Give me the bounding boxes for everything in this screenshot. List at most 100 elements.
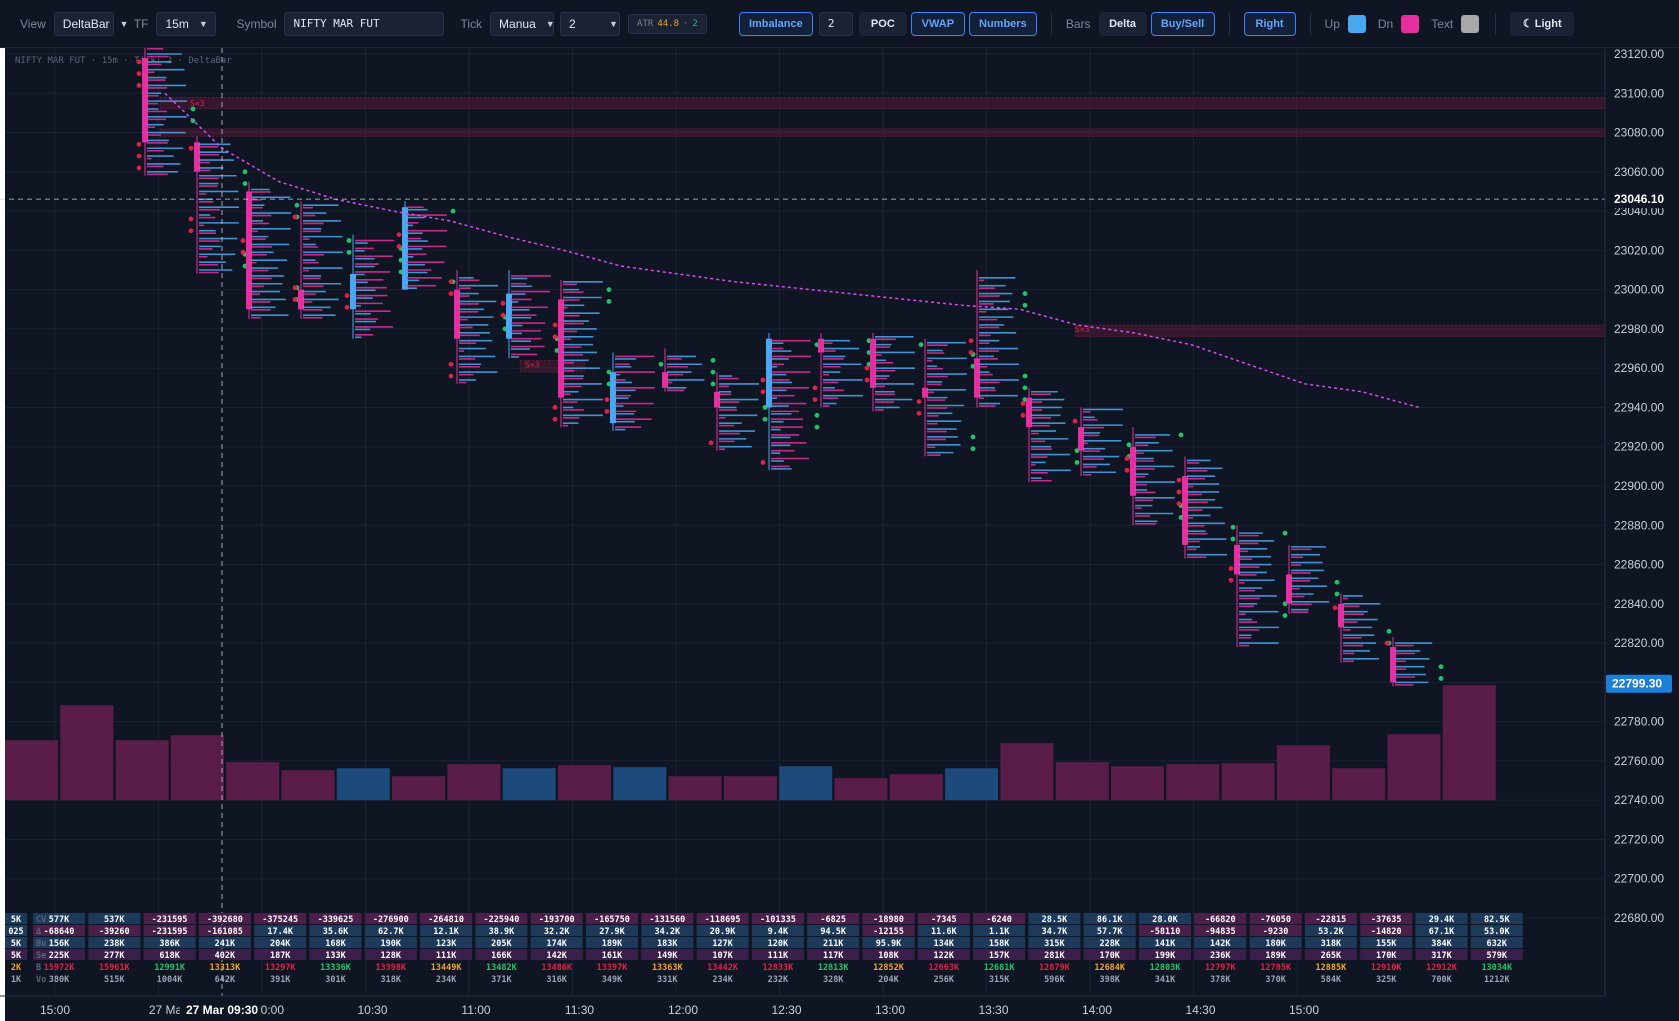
table-value: -76050	[1260, 915, 1291, 925]
table-cell	[5, 925, 27, 936]
buy-imbalance-dot	[710, 381, 716, 387]
price-tick-label: 22880.00	[1614, 518, 1664, 532]
table-value: -9230	[1263, 927, 1289, 937]
symbol-label: Symbol	[236, 16, 277, 31]
table-cell	[530, 913, 583, 924]
time-axis[interactable]: 15:00 27 Ma 10:00 10:30 11:00 11:30 12:00 12:30…	[0, 995, 1605, 1017]
volume-bar	[1332, 768, 1386, 801]
table-value: 370K	[1265, 975, 1286, 985]
price-axis[interactable]: 23120.0023100.0023080.0023060.0023040.00…	[1604, 48, 1664, 996]
sell-imbalance-dot	[760, 377, 766, 383]
sell-imbalance-dot	[500, 300, 506, 306]
table-cell	[475, 925, 528, 936]
table-value: -66820	[1205, 915, 1236, 925]
time-tick-label: 10:30	[357, 1003, 387, 1017]
sell-imbalance-dot	[188, 216, 194, 222]
table-cell	[254, 937, 307, 948]
sell-imbalance-dot	[812, 385, 818, 391]
table-cell	[5, 949, 27, 960]
sell-imbalance-dot	[552, 334, 558, 340]
table-cell	[1083, 949, 1136, 960]
dn-color-swatch[interactable]	[1401, 14, 1420, 33]
tf-select[interactable]: 15m ▼	[156, 11, 217, 36]
footprint-bar	[812, 332, 872, 408]
table-value: 241K	[215, 939, 236, 949]
right-label: Right	[1255, 17, 1284, 30]
table-cell	[1194, 937, 1247, 948]
sell-imbalance-dot	[448, 373, 454, 379]
buy-imbalance-dot	[190, 106, 196, 112]
table-value: 28.5K	[1042, 915, 1068, 925]
sell-imbalance-dot	[1332, 605, 1338, 611]
atr-label: ATR	[637, 18, 654, 29]
table-value: 318K	[381, 975, 402, 985]
table-value: 15961K	[99, 963, 131, 973]
imbalance-ratio-input[interactable]: 2	[818, 11, 853, 36]
table-value: -6825	[820, 915, 846, 925]
table-cell	[1028, 925, 1081, 936]
table-cell	[1360, 937, 1413, 948]
up-color-label: Up	[1324, 16, 1340, 31]
table-value: 537K	[104, 915, 125, 925]
table-value: 384K	[1431, 939, 1452, 949]
table-value: 1212K	[1484, 975, 1510, 985]
table-value: 13398K	[375, 963, 407, 973]
table-cell	[641, 913, 694, 924]
sell-imbalance-dot	[760, 460, 766, 465]
table-value: 579K	[1487, 951, 1508, 961]
table-value: 025	[8, 927, 23, 937]
footprint-chart[interactable]: NIFTY MAR FUT · 15m · Tick: 2 · DeltaBar…	[0, 48, 1679, 1021]
bar-body	[506, 293, 512, 339]
buy-imbalance-dot	[606, 287, 612, 293]
table-value: 168K	[325, 939, 346, 949]
delta-bars-button[interactable]: Delta	[1098, 11, 1147, 36]
buy-imbalance-dot	[1282, 613, 1288, 618]
view-select[interactable]: DeltaBar ▼	[53, 11, 128, 36]
footprint-bar	[1124, 427, 1184, 526]
bar-body	[1026, 397, 1032, 428]
bar-body	[142, 57, 148, 143]
table-value: 618K	[159, 951, 180, 961]
buysell-bars-button[interactable]: Buy/Sell	[1150, 11, 1215, 36]
symbol-input[interactable]: NIFTY MAR FUT	[284, 11, 445, 36]
volume-bar	[1442, 685, 1496, 801]
table-value: 95.9K	[876, 939, 902, 949]
up-color-swatch[interactable]	[1347, 14, 1366, 33]
tick-size-select[interactable]: 2 ▼	[560, 11, 621, 36]
numbers-toggle[interactable]: Numbers	[968, 11, 1037, 36]
atr-value: 44.8	[657, 18, 679, 29]
right-align-button[interactable]: Right	[1243, 11, 1296, 36]
table-cell	[862, 925, 915, 936]
tick-mode-select[interactable]: Manua ▼	[490, 11, 555, 36]
price-tick-label: 22940.00	[1614, 400, 1664, 414]
zone-label: S×3	[1075, 325, 1090, 334]
theme-toggle[interactable]: ☾ Light	[1510, 11, 1575, 36]
poc-toggle[interactable]: POC	[858, 11, 907, 36]
tf-value: 15m	[165, 16, 189, 31]
sell-imbalance-dot	[864, 365, 870, 371]
table-value: 13486K	[541, 963, 573, 973]
imbalance-toggle[interactable]: Imbalance	[738, 11, 813, 36]
table-value: 128K	[381, 951, 402, 961]
table-cell	[1249, 949, 1302, 960]
price-tick-label: 22680.00	[1614, 911, 1664, 925]
table-value: 1K	[11, 975, 22, 985]
table-value: -18980	[873, 915, 904, 925]
table-cell	[33, 925, 85, 936]
chevron-down-icon: ▼	[198, 18, 208, 29]
table-row-label: Bu	[36, 939, 46, 949]
footprint-bar	[396, 201, 456, 290]
table-value: 12833K	[763, 963, 795, 973]
tick-label: Tick	[460, 16, 483, 31]
vwap-toggle[interactable]: VWAP	[910, 11, 965, 36]
table-value: 5K	[11, 915, 22, 925]
table-value: -231595	[152, 927, 188, 937]
table-value: 371K	[491, 975, 512, 985]
table-cell	[696, 925, 749, 936]
table-cell	[1249, 937, 1302, 948]
buy-imbalance-dot	[814, 424, 820, 430]
text-color-swatch[interactable]	[1461, 14, 1480, 33]
table-row-label: Vo	[36, 975, 46, 985]
table-cell	[309, 949, 362, 960]
table-cell	[862, 913, 915, 924]
